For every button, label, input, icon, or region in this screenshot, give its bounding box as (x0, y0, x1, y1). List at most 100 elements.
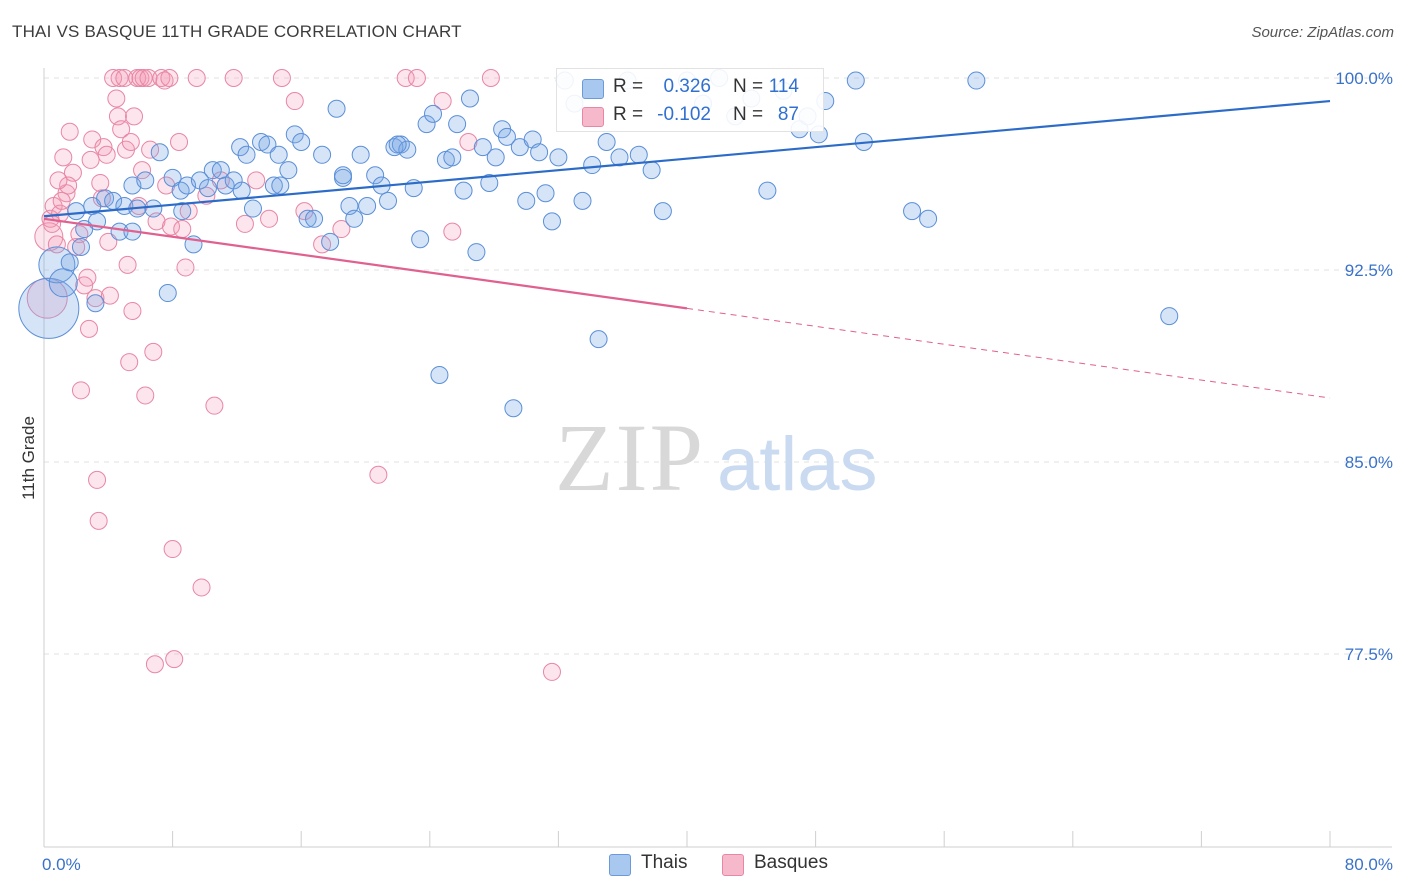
thai-point (60, 253, 79, 272)
bottom-legend-label: Thais (641, 852, 688, 873)
tick-labels: 100.0% 92.5% 85.0% 77.5% 0.0% 80.0% (42, 69, 1393, 874)
y-tick-label: 77.5% (1345, 645, 1393, 664)
thai-point (597, 133, 616, 151)
basque-point (107, 89, 126, 108)
y-tick-label: 100.0% (1335, 69, 1393, 88)
thai-point (71, 237, 90, 256)
basque-point (163, 540, 182, 559)
basque-point (157, 176, 176, 195)
legend-n-label: N = (733, 76, 764, 97)
basque-point (47, 235, 66, 254)
legend-n-value: 114 (768, 76, 799, 97)
x-tick-label: 80.0% (1345, 855, 1393, 874)
chart-title: THAI VS BASQUE 11TH GRADE CORRELATION CH… (12, 22, 462, 41)
thai-point (269, 145, 288, 164)
basque-point (134, 69, 153, 87)
thai-point (903, 202, 922, 221)
thai-point (292, 133, 311, 151)
thai-point (480, 173, 499, 192)
basque-point (125, 107, 144, 126)
y-tick-label: 85.0% (1345, 453, 1393, 472)
basque-point (60, 122, 79, 141)
basque-point (99, 232, 118, 251)
basque-point (123, 301, 142, 320)
series-basques (26, 69, 561, 681)
basque-point (100, 286, 119, 305)
thai-point (321, 232, 340, 251)
bottom-legend-basques[interactable]: Basques (722, 851, 842, 877)
thai-point (333, 166, 352, 185)
thai-point (327, 99, 346, 118)
legend-swatch-thais (582, 79, 604, 99)
thai-point (173, 202, 192, 221)
basque-point (110, 69, 129, 87)
basque-point (332, 220, 351, 239)
thai-point (351, 145, 370, 164)
basque-point (97, 145, 116, 164)
thai-point (366, 166, 385, 185)
basque-point (443, 222, 462, 241)
thai-point (398, 140, 417, 159)
thai-point (67, 202, 86, 221)
thai-point (298, 209, 317, 228)
thai-point (517, 191, 536, 210)
basque-point (173, 220, 192, 239)
basque-point (88, 470, 107, 489)
thai-point (231, 138, 250, 157)
chart-source: Source: ZipAtlas.com (1251, 24, 1394, 41)
thai-point (279, 161, 298, 180)
basque-point (112, 120, 131, 139)
legend-n-value: 87 (777, 104, 799, 125)
thai-point (1160, 307, 1179, 326)
basque-point (133, 161, 152, 180)
legend-row-basques: R = -0.102 N = 87 (557, 101, 823, 129)
axes (43, 68, 1392, 848)
x-tick-label: 0.0% (42, 855, 81, 874)
basque-point (78, 268, 97, 287)
thai-point (411, 230, 430, 249)
basque-point (144, 342, 163, 361)
thai-point (198, 179, 217, 198)
trend-line-basques-extension (686, 307, 1331, 399)
thai-point (237, 145, 256, 164)
basque-point (120, 353, 139, 372)
thai-point (163, 168, 182, 187)
basque-point (121, 133, 140, 151)
thai-point (136, 171, 155, 190)
basque-point (59, 176, 78, 195)
bottom-legend-thais[interactable]: Thais (609, 851, 719, 877)
thai-point (232, 181, 251, 200)
basque-point (86, 289, 105, 308)
thai-point (549, 148, 568, 167)
trend-line-basques (43, 217, 688, 310)
thai-point (642, 161, 661, 180)
basque-point (115, 69, 134, 87)
thai-point (542, 212, 561, 231)
thai-point (610, 148, 629, 167)
thai-point (467, 243, 486, 262)
basque-point (139, 69, 158, 87)
thai-point (285, 125, 304, 144)
thai-point (150, 143, 169, 162)
thai-point (919, 209, 938, 228)
basque-point (176, 258, 195, 277)
basque-point (272, 69, 291, 87)
legend-r-label: R = (613, 104, 644, 125)
legend-r-label: R = (613, 76, 644, 97)
thai-point (38, 246, 76, 284)
basque-point (285, 92, 304, 111)
grid-lines (44, 77, 1392, 655)
thai-point (424, 104, 443, 123)
trend-lines (43, 99, 1331, 399)
basque-point (433, 92, 452, 111)
thai-point (536, 184, 555, 203)
thai-point (497, 127, 516, 146)
basque-point (34, 222, 64, 252)
thai-point (846, 71, 865, 90)
basque-point (54, 148, 73, 167)
legend-r-value: 0.326 (663, 76, 711, 97)
y-axis-label: 11th Grade (19, 416, 38, 500)
thai-point (271, 176, 290, 195)
basque-point (369, 465, 388, 484)
basque-point (165, 650, 184, 669)
